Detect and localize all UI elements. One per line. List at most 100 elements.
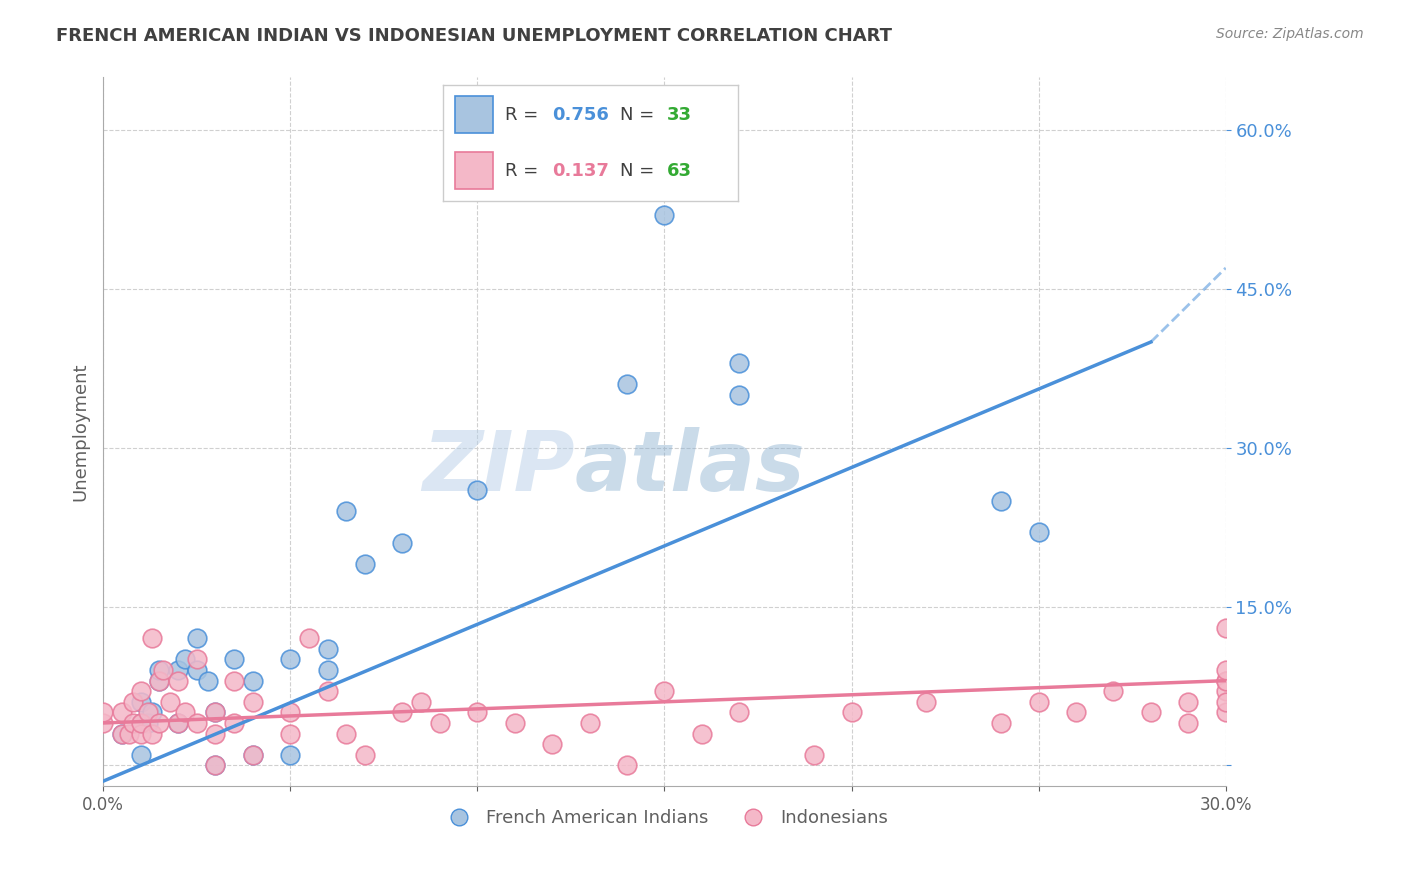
Point [129,716,152,731]
Point [111,726,134,740]
Point [728,356,751,370]
Point [91,716,114,731]
Point [118,726,141,740]
Point [465,706,488,720]
Text: FRENCH AMERICAN INDIAN VS INDONESIAN UNEMPLOYMENT CORRELATION CHART: FRENCH AMERICAN INDIAN VS INDONESIAN UNE… [56,27,893,45]
Point [1102,684,1125,698]
Bar [454,96,494,134]
Point [429,716,451,731]
Point [616,758,638,772]
Point [354,558,377,572]
Point [204,758,226,772]
Point [990,716,1012,731]
Point [465,483,488,498]
Point [278,726,301,740]
Point [129,726,152,740]
Point [298,632,321,646]
Point [316,641,339,656]
Point [728,388,751,402]
Point [391,706,413,720]
Point [1215,684,1237,698]
Point [242,747,264,762]
Point [122,695,145,709]
Text: R =: R = [505,106,544,124]
Point [167,663,190,677]
Point [242,673,264,688]
Point [141,726,163,740]
Point [503,716,526,731]
Text: 33: 33 [668,106,692,124]
Point [1028,695,1050,709]
Point [186,632,208,646]
Point [1177,695,1199,709]
Y-axis label: Unemployment: Unemployment [72,363,89,501]
Point [1215,621,1237,635]
Point [122,716,145,731]
Point [242,695,264,709]
Point [129,716,152,731]
Point [278,747,301,762]
Point [186,716,208,731]
Point [316,663,339,677]
Point [152,663,174,677]
Point [1028,525,1050,540]
Point [616,377,638,392]
Point [578,716,600,731]
Point [159,695,181,709]
Point [91,706,114,720]
Point [204,726,226,740]
Point [1215,673,1237,688]
Text: N =: N = [620,161,659,179]
Point [335,504,357,518]
Point [1215,673,1237,688]
Point [316,684,339,698]
Point [136,716,159,731]
Point [728,706,751,720]
Point [204,706,226,720]
Point [111,726,134,740]
Point [186,663,208,677]
Point [204,706,226,720]
Point [129,747,152,762]
Bar [454,152,494,189]
Legend: French American Indians, Indonesians: French American Indians, Indonesians [433,802,896,834]
Point [841,706,863,720]
Point [1064,706,1087,720]
Point [136,706,159,720]
Point [915,695,938,709]
Point [129,695,152,709]
Text: atlas: atlas [575,427,806,508]
Text: N =: N = [620,106,659,124]
Point [197,673,219,688]
Point [654,208,676,222]
Point [654,684,676,698]
Point [990,493,1012,508]
Point [167,716,190,731]
Point [148,663,170,677]
Point [167,716,190,731]
Point [174,706,197,720]
Point [411,695,433,709]
Point [1215,706,1237,720]
Text: 63: 63 [668,161,692,179]
Point [186,652,208,666]
Point [204,758,226,772]
Point [224,716,246,731]
Text: 0.137: 0.137 [553,161,609,179]
Point [224,652,246,666]
Point [129,684,152,698]
Point [141,706,163,720]
Point [1215,695,1237,709]
Point [1177,716,1199,731]
Point [242,747,264,762]
Point [224,673,246,688]
Point [278,706,301,720]
Point [278,652,301,666]
Text: Source: ZipAtlas.com: Source: ZipAtlas.com [1216,27,1364,41]
Point [174,652,197,666]
Text: 0.756: 0.756 [553,106,609,124]
Point [690,726,713,740]
Point [1215,663,1237,677]
Point [354,747,377,762]
Point [148,716,170,731]
